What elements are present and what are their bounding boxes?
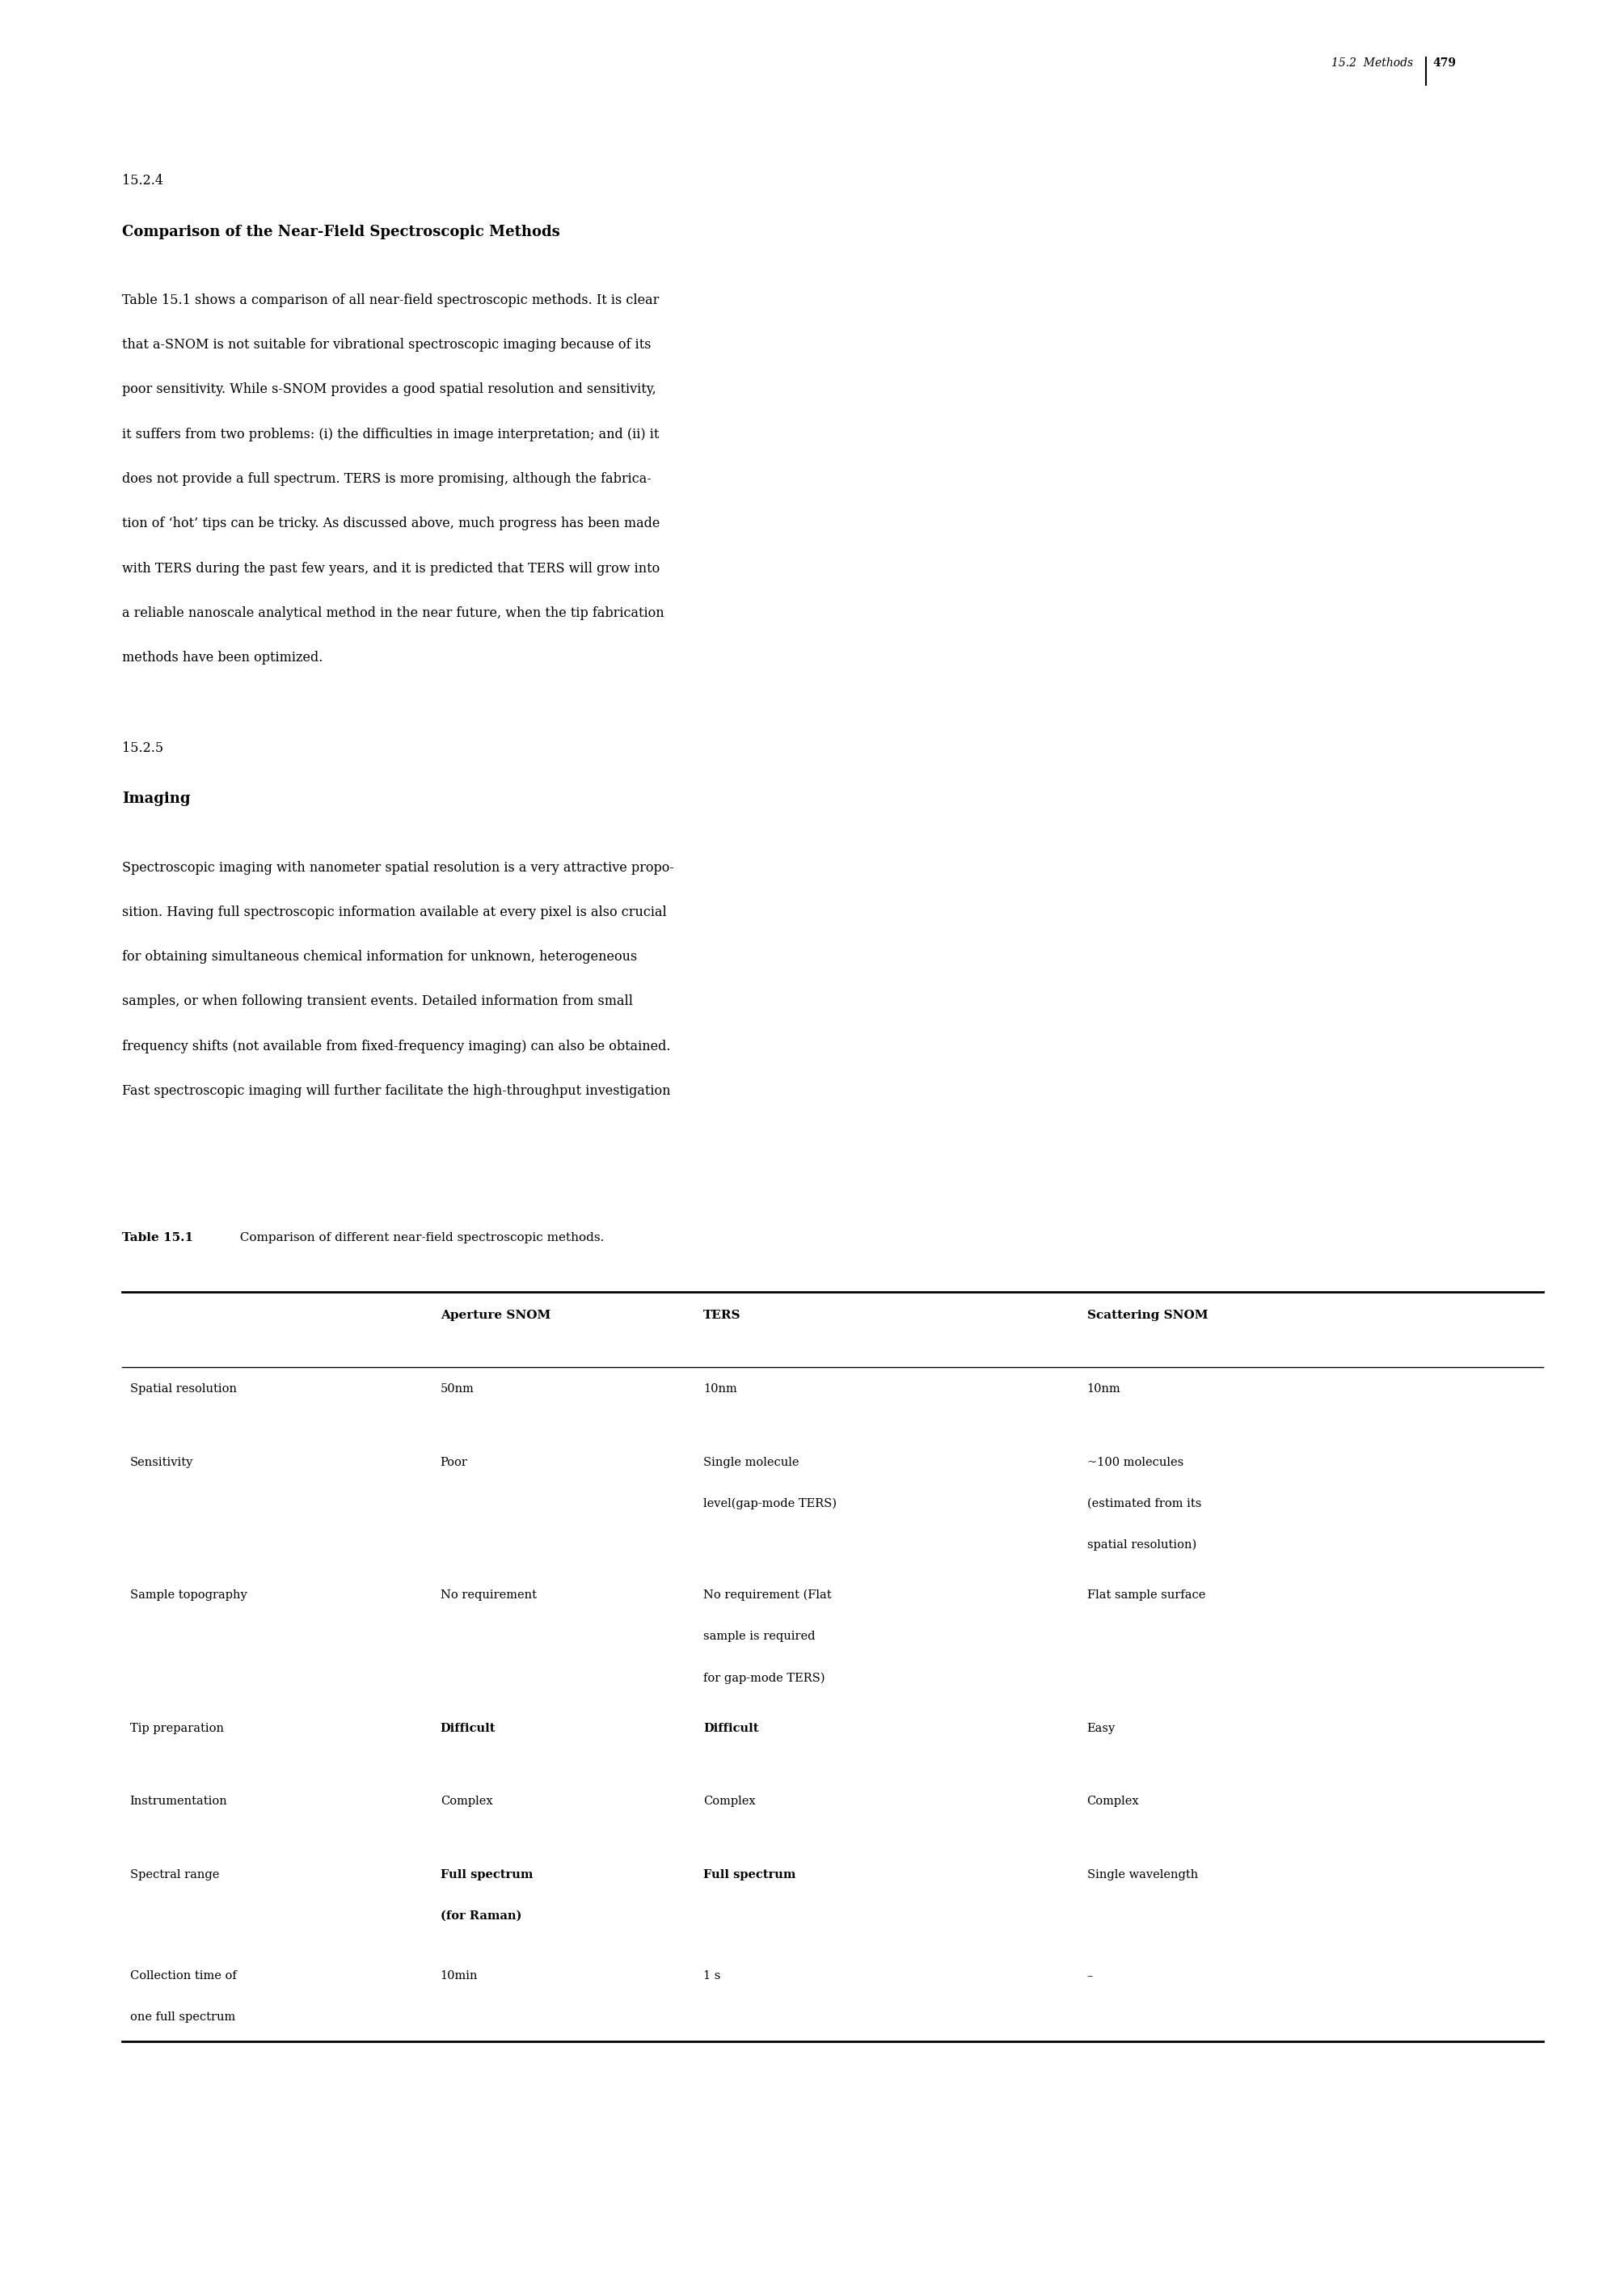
Text: 479: 479 <box>1432 57 1455 69</box>
Text: Full spectrum: Full spectrum <box>703 1868 796 1879</box>
Text: Instrumentation: Instrumentation <box>130 1795 227 1806</box>
Text: one full spectrum: one full spectrum <box>130 2010 235 2022</box>
Text: –: – <box>1086 1969 1093 1980</box>
Text: Comparison of the Near-Field Spectroscopic Methods: Comparison of the Near-Field Spectroscop… <box>122 225 560 238</box>
Text: Aperture SNOM: Aperture SNOM <box>440 1309 551 1320</box>
Text: 15.2.4: 15.2.4 <box>122 174 162 188</box>
Text: Spectral range: Spectral range <box>130 1868 219 1879</box>
Text: 10nm: 10nm <box>1086 1382 1121 1394</box>
Text: level(gap-mode TERS): level(gap-mode TERS) <box>703 1497 836 1510</box>
Text: Single molecule: Single molecule <box>703 1455 799 1467</box>
Text: Fast spectroscopic imaging will further facilitate the high-throughput investiga: Fast spectroscopic imaging will further … <box>122 1084 671 1098</box>
Text: 50nm: 50nm <box>440 1382 474 1394</box>
Text: for obtaining simultaneous chemical information for unknown, heterogeneous: for obtaining simultaneous chemical info… <box>122 949 637 963</box>
Text: No requirement (Flat: No requirement (Flat <box>703 1588 831 1602</box>
Text: 10nm: 10nm <box>703 1382 737 1394</box>
Text: spatial resolution): spatial resolution) <box>1086 1538 1197 1552</box>
Text: methods have been optimized.: methods have been optimized. <box>122 651 323 665</box>
Text: that a-SNOM is not suitable for vibrational spectroscopic imaging because of its: that a-SNOM is not suitable for vibratio… <box>122 337 651 351</box>
Text: sition. Having full spectroscopic information available at every pixel is also c: sition. Having full spectroscopic inform… <box>122 905 666 919</box>
Text: No requirement: No requirement <box>440 1588 536 1600</box>
Text: Complex: Complex <box>1086 1795 1138 1806</box>
Text: 15.2  Methods: 15.2 Methods <box>1332 57 1413 69</box>
Text: Difficult: Difficult <box>440 1721 495 1733</box>
Text: 10min: 10min <box>440 1969 477 1980</box>
Text: Scattering SNOM: Scattering SNOM <box>1086 1309 1208 1320</box>
Text: Collection time of: Collection time of <box>130 1969 237 1980</box>
Text: Complex: Complex <box>703 1795 755 1806</box>
Text: samples, or when following transient events. Detailed information from small: samples, or when following transient eve… <box>122 995 633 1008</box>
Text: (for Raman): (for Raman) <box>440 1909 521 1921</box>
Text: Sample topography: Sample topography <box>130 1588 247 1600</box>
Text: Easy: Easy <box>1086 1721 1116 1733</box>
Text: Spectroscopic imaging with nanometer spatial resolution is a very attractive pro: Spectroscopic imaging with nanometer spa… <box>122 860 674 873</box>
Text: Poor: Poor <box>440 1455 468 1467</box>
Text: Table 15.1 shows a comparison of all near-field spectroscopic methods. It is cle: Table 15.1 shows a comparison of all nea… <box>122 293 659 307</box>
Text: it suffers from two problems: (i) the difficulties in image interpretation; and : it suffers from two problems: (i) the di… <box>122 426 659 440</box>
Text: Table 15.1: Table 15.1 <box>122 1231 193 1242</box>
Text: Difficult: Difficult <box>703 1721 758 1733</box>
Text: Single wavelength: Single wavelength <box>1086 1868 1199 1879</box>
Text: 15.2.5: 15.2.5 <box>122 740 162 754</box>
Text: Full spectrum: Full spectrum <box>440 1868 533 1879</box>
Text: Sensitivity: Sensitivity <box>130 1455 193 1467</box>
Text: poor sensitivity. While s-SNOM provides a good spatial resolution and sensitivit: poor sensitivity. While s-SNOM provides … <box>122 383 656 397</box>
Text: with TERS during the past few years, and it is predicted that TERS will grow int: with TERS during the past few years, and… <box>122 562 659 575</box>
Text: Spatial resolution: Spatial resolution <box>130 1382 237 1394</box>
Text: sample is required: sample is required <box>703 1630 815 1641</box>
Text: a reliable nanoscale analytical method in the near future, when the tip fabricat: a reliable nanoscale analytical method i… <box>122 605 664 619</box>
Text: TERS: TERS <box>703 1309 741 1320</box>
Text: Tip preparation: Tip preparation <box>130 1721 224 1733</box>
Text: (estimated from its: (estimated from its <box>1086 1497 1202 1508</box>
Text: frequency shifts (not available from fixed-frequency imaging) can also be obtain: frequency shifts (not available from fix… <box>122 1038 671 1052</box>
Text: does not provide a full spectrum. TERS is more promising, although the fabrica-: does not provide a full spectrum. TERS i… <box>122 472 651 486</box>
Text: for gap-mode TERS): for gap-mode TERS) <box>703 1671 825 1685</box>
Text: tion of ‘hot’ tips can be tricky. As discussed above, much progress has been mad: tion of ‘hot’ tips can be tricky. As dis… <box>122 516 659 529</box>
Text: Imaging: Imaging <box>122 791 190 807</box>
Text: 1 s: 1 s <box>703 1969 721 1980</box>
Text: Comparison of different near-field spectroscopic methods.: Comparison of different near-field spect… <box>232 1231 604 1242</box>
Text: Complex: Complex <box>440 1795 492 1806</box>
Text: Flat sample surface: Flat sample surface <box>1086 1588 1205 1600</box>
Text: ~100 molecules: ~100 molecules <box>1086 1455 1184 1467</box>
